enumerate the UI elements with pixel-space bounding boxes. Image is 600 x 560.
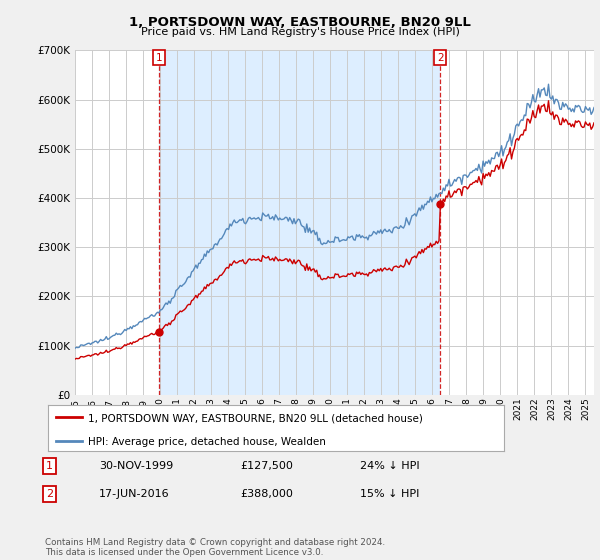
Text: 17-JUN-2016: 17-JUN-2016 [99, 489, 170, 499]
Bar [158, 50, 440, 395]
Text: 30-NOV-1999: 30-NOV-1999 [99, 461, 173, 471]
Text: 2: 2 [46, 489, 53, 499]
Text: 24% ↓ HPI: 24% ↓ HPI [360, 461, 419, 471]
Text: 1: 1 [155, 53, 162, 63]
Text: 15% ↓ HPI: 15% ↓ HPI [360, 489, 419, 499]
Text: 1: 1 [46, 461, 53, 471]
Text: £388,000: £388,000 [240, 489, 293, 499]
Text: 2: 2 [437, 53, 443, 63]
Text: 1, PORTSDOWN WAY, EASTBOURNE, BN20 9LL: 1, PORTSDOWN WAY, EASTBOURNE, BN20 9LL [129, 16, 471, 29]
Text: 1, PORTSDOWN WAY, EASTBOURNE, BN20 9LL (detached house): 1, PORTSDOWN WAY, EASTBOURNE, BN20 9LL (… [88, 414, 423, 424]
Text: £127,500: £127,500 [240, 461, 293, 471]
Text: Contains HM Land Registry data © Crown copyright and database right 2024.
This d: Contains HM Land Registry data © Crown c… [45, 538, 385, 557]
Text: HPI: Average price, detached house, Wealden: HPI: Average price, detached house, Weal… [88, 437, 326, 447]
Text: Price paid vs. HM Land Registry's House Price Index (HPI): Price paid vs. HM Land Registry's House … [140, 27, 460, 37]
